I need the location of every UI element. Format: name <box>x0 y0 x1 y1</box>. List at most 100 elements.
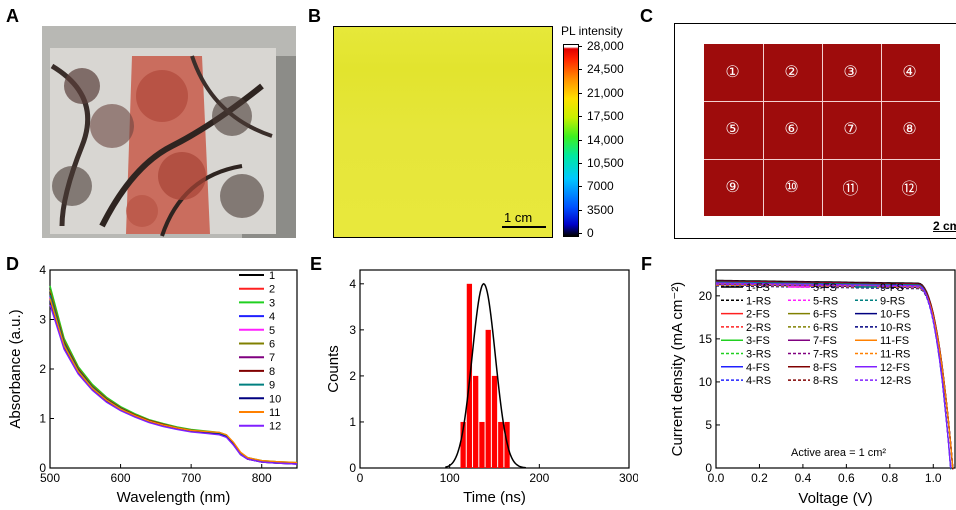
legend-label: 8-FS <box>813 362 837 374</box>
y-tick-label: 3 <box>349 323 356 337</box>
histogram-bar <box>460 421 466 468</box>
colorbar-tick <box>578 162 582 164</box>
histogram-bar <box>473 375 479 468</box>
jv-curve <box>716 280 954 469</box>
histogram-bar <box>479 421 485 468</box>
cell-label: ⑫ <box>901 180 918 198</box>
y-tick-label: 1 <box>39 412 46 426</box>
colorbar-tick-label: 21,000 <box>587 85 624 100</box>
plot-frame <box>49 269 298 469</box>
legend-label: 12-RS <box>880 375 911 387</box>
jv-curve <box>716 281 952 469</box>
legend-label: 5-FS <box>813 282 837 294</box>
panel-c-letter: C <box>640 6 653 26</box>
gaussian-fit-curve <box>445 282 526 469</box>
legend-label: 11-FS <box>880 335 909 347</box>
x-tick-label: 300 <box>619 471 638 485</box>
jv-curve <box>715 279 954 469</box>
x-tick-label: 0.0 <box>708 471 725 485</box>
cell-scale-bar-label: 2 cm <box>933 219 956 233</box>
cell-divider <box>881 44 882 216</box>
colorbar-tick <box>578 139 582 141</box>
absorbance-series-line <box>49 304 298 465</box>
jv-chart: 0.0 0.2 0.4 0.6 0.8 1.0 0 5 10 15 20 Voltage (V) Cur… <box>669 269 956 507</box>
y-axis-label: Current density (mA cm⁻²) <box>669 282 686 457</box>
legend-label: 9-RS <box>880 295 905 307</box>
legend-label: 5 <box>269 325 275 337</box>
x-tick-label: 800 <box>252 471 272 485</box>
legend-label: 2 <box>269 284 275 296</box>
pl-scale-bar <box>502 226 546 228</box>
colorbar-tick <box>578 186 582 188</box>
jv-curve <box>716 283 952 470</box>
y-tick-label: 1 <box>349 415 356 429</box>
legend-label: 2-RS <box>746 322 771 334</box>
legend-label: 12-FS <box>880 362 910 374</box>
y-tick-label: 0 <box>39 461 46 475</box>
legend-label: 11 <box>269 407 280 419</box>
y-tick-label: 0 <box>349 461 356 475</box>
module-photo-illustration <box>42 26 296 238</box>
y-tick-label: 15 <box>699 332 713 346</box>
colorbar-tick <box>578 116 582 118</box>
y-tick-label: 3 <box>39 313 46 327</box>
legend-label: 4-FS <box>746 362 770 374</box>
legend-label: 7-RS <box>813 349 838 361</box>
cell-label: ⑩ <box>784 178 799 196</box>
panel-e-letter: E <box>310 254 323 274</box>
cell-divider <box>704 158 940 160</box>
legend-label: 1-FS <box>746 282 770 294</box>
histogram-bar <box>485 329 491 468</box>
x-tick-label: 1.0 <box>925 471 942 485</box>
legend-label: 9-FS <box>880 282 904 294</box>
legend-label: 7 <box>269 352 275 364</box>
x-tick-label: 0.6 <box>838 471 855 485</box>
colorbar-tick-label: 24,500 <box>587 62 624 77</box>
legend-label: 7-FS <box>813 335 837 347</box>
legend-label: 4 <box>269 311 275 323</box>
y-tick-label: 2 <box>349 369 356 383</box>
panel-a-letter: A <box>6 6 19 26</box>
cell-divider <box>704 101 940 103</box>
panel-f-letter: F <box>641 254 652 274</box>
legend-label: 10 <box>269 393 281 405</box>
x-axis-label: Wavelength (nm) <box>117 489 231 506</box>
y-tick-label: 2 <box>39 362 46 376</box>
panel-b-letter: B <box>308 6 321 26</box>
cell-divider <box>763 44 764 216</box>
histogram-bar <box>498 421 504 468</box>
legend-label: 8 <box>269 366 275 378</box>
panel-d-letter: D <box>6 254 19 274</box>
colorbar-tick <box>578 69 582 71</box>
cell-label: ⑤ <box>725 121 740 139</box>
legend-label: 10-FS <box>880 309 910 321</box>
absorbance-series-line <box>49 285 298 464</box>
cell-layout: ① ② ③ ④ ⑤ ⑥ ⑦ ⑧ ⑨ ⑩ ⑪ ⑫ <box>704 44 940 216</box>
active-area-annotation: Active area = 1 cm² <box>791 447 886 459</box>
legend-label: 3-RS <box>746 349 771 361</box>
legend-label: 9 <box>269 380 275 392</box>
jv-curve <box>716 282 952 469</box>
x-tick-label: 500 <box>40 471 60 485</box>
y-axis-label: Absorbance (a.u.) <box>7 309 24 428</box>
legend-label: 11-RS <box>880 349 910 361</box>
cell-label: ① <box>725 64 740 81</box>
lifetime-histogram: 0 100 200 300 0 1 2 3 4 Time (ns) Counts <box>325 269 638 506</box>
pl-colorbar <box>563 44 579 237</box>
y-tick-label: 5 <box>705 418 712 432</box>
y-tick-label: 4 <box>349 277 356 291</box>
legend-label: 2-FS <box>746 309 770 321</box>
cell-label: ⑪ <box>842 180 859 198</box>
legend-label: 1-RS <box>746 295 771 307</box>
cell-label: ② <box>784 64 799 81</box>
cell-label: ⑧ <box>902 121 917 139</box>
x-axis-label: Time (ns) <box>463 489 526 506</box>
x-tick-label: 0.8 <box>881 471 898 485</box>
y-tick-label: 0 <box>705 461 712 475</box>
colorbar-tick-label: 14,000 <box>587 132 624 147</box>
legend-label: 6-FS <box>813 309 837 321</box>
x-tick-label: 600 <box>111 471 131 485</box>
legend-label: 3 <box>269 297 275 309</box>
x-tick-label: 100 <box>440 471 460 485</box>
